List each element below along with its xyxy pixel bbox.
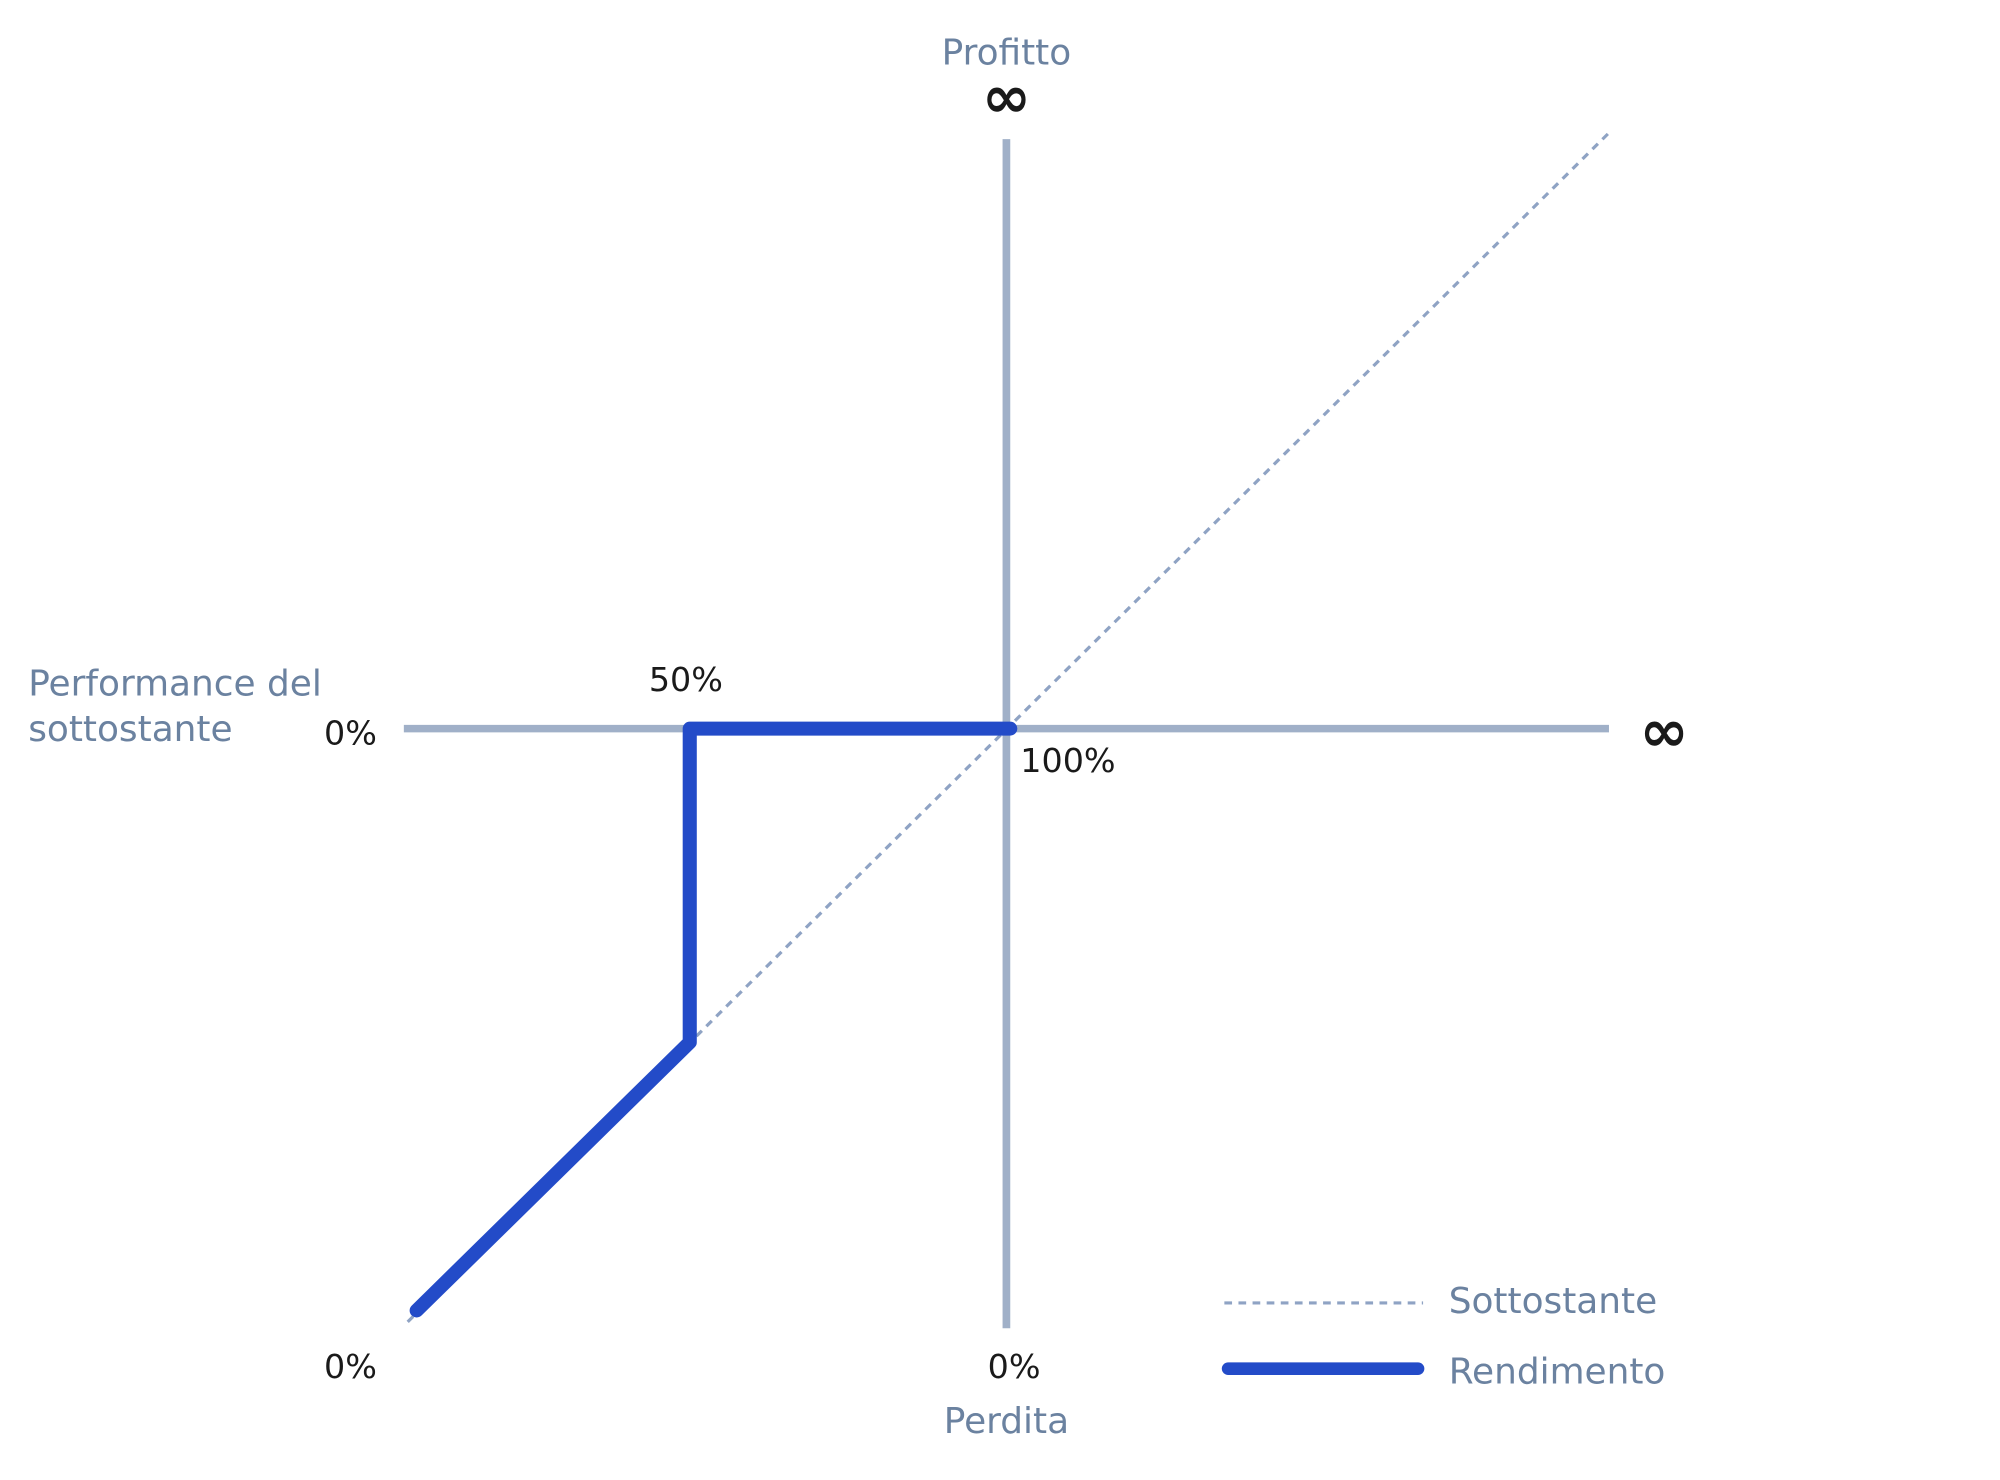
- label: 50%: [649, 660, 723, 699]
- payoff-line: [409, 721, 1018, 1318]
- label: 0%: [324, 714, 377, 753]
- top-symbol: ∞: [982, 64, 1031, 132]
- legend-label: Rendimento: [1449, 1352, 1666, 1393]
- left-label: sottostante: [28, 709, 232, 750]
- label: 100%: [1020, 741, 1115, 780]
- label: 0%: [324, 1347, 377, 1386]
- right-symbol: ∞: [1640, 697, 1689, 765]
- legend-label: Sottostante: [1449, 1281, 1657, 1322]
- label: 0%: [988, 1347, 1041, 1386]
- top-label: Profitto: [942, 33, 1072, 74]
- left-label: Performance del: [28, 664, 322, 705]
- bottom-label: Perdita: [944, 1401, 1069, 1442]
